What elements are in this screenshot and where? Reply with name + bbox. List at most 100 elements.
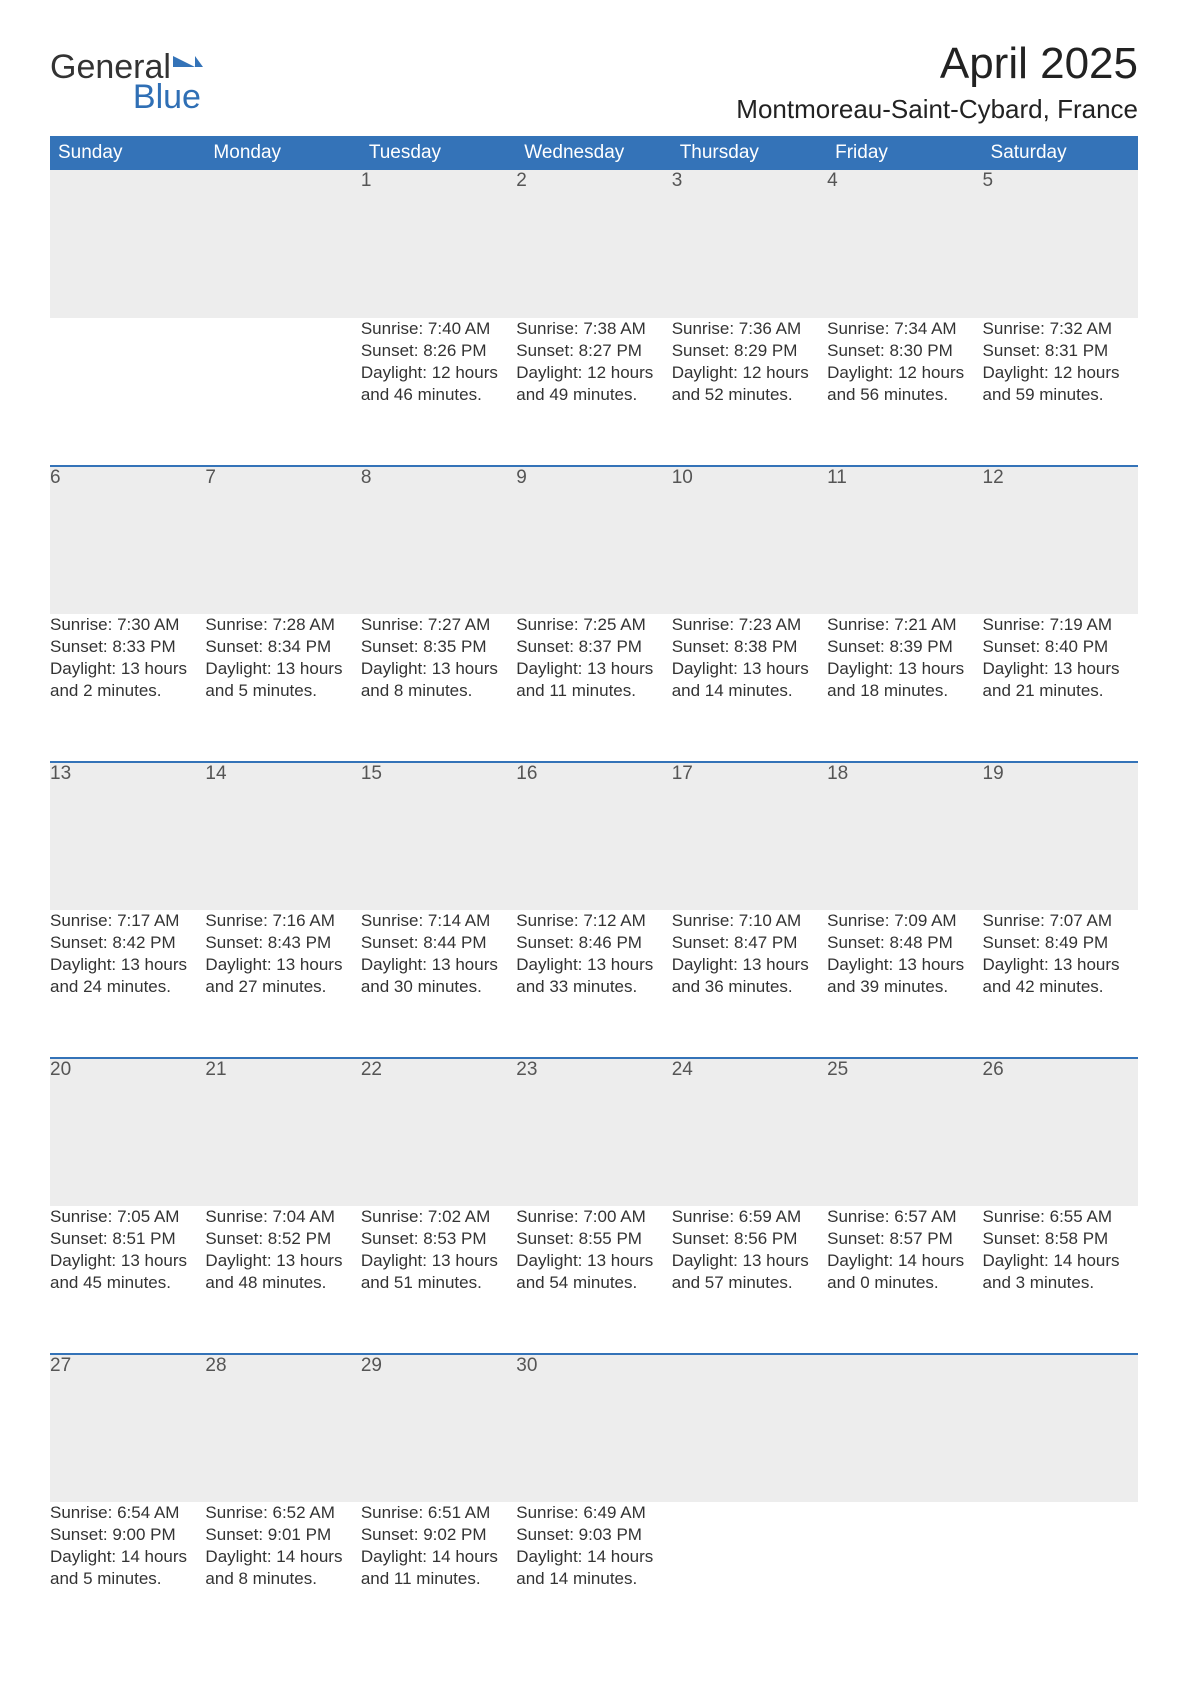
sunset-text: Sunset: 8:53 PM	[361, 1228, 516, 1250]
day-number-cell: 12	[983, 466, 1138, 614]
logo-text: General Blue	[50, 50, 203, 114]
day-number-cell: 15	[361, 762, 516, 910]
sunrise-text: Sunrise: 7:10 AM	[672, 910, 827, 932]
day-number-cell: 1	[361, 170, 516, 318]
daylight2-text: and 21 minutes.	[983, 680, 1138, 702]
day-number-cell: 28	[205, 1354, 360, 1502]
sunrise-text: Sunrise: 6:54 AM	[50, 1502, 205, 1524]
sunrise-text: Sunrise: 7:17 AM	[50, 910, 205, 932]
day-number: 17	[672, 763, 693, 784]
daynum-row: 13141516171819	[50, 762, 1138, 910]
day-number: 27	[50, 1355, 71, 1376]
day-content-cell: Sunrise: 7:25 AMSunset: 8:37 PMDaylight:…	[516, 614, 671, 762]
sunset-text: Sunset: 8:51 PM	[50, 1228, 205, 1250]
sunrise-text: Sunrise: 7:12 AM	[516, 910, 671, 932]
daylight1-text: Daylight: 13 hours	[205, 1250, 360, 1272]
sunset-text: Sunset: 8:47 PM	[672, 932, 827, 954]
day-number: 24	[672, 1059, 693, 1080]
day-content-cell: Sunrise: 7:07 AMSunset: 8:49 PMDaylight:…	[983, 910, 1138, 1058]
daylight1-text: Daylight: 13 hours	[516, 954, 671, 976]
daylight2-text: and 24 minutes.	[50, 976, 205, 998]
day-number: 11	[827, 467, 847, 488]
daylight1-text: Daylight: 14 hours	[50, 1546, 205, 1568]
daylight1-text: Daylight: 13 hours	[361, 1250, 516, 1272]
content-row: Sunrise: 7:30 AMSunset: 8:33 PMDaylight:…	[50, 614, 1138, 762]
day-number: 19	[983, 763, 1004, 784]
page: General Blue April 2025 Montmoreau-Saint…	[0, 0, 1188, 1700]
sunset-text: Sunset: 8:27 PM	[516, 340, 671, 362]
day-content-cell	[983, 1502, 1138, 1650]
daylight2-text: and 11 minutes.	[516, 680, 671, 702]
sunrise-text: Sunrise: 7:23 AM	[672, 614, 827, 636]
sunset-text: Sunset: 9:03 PM	[516, 1524, 671, 1546]
day-content-cell: Sunrise: 7:05 AMSunset: 8:51 PMDaylight:…	[50, 1206, 205, 1354]
day-number-cell: 9	[516, 466, 671, 614]
day-header: Saturday	[983, 136, 1138, 170]
sunset-text: Sunset: 8:38 PM	[672, 636, 827, 658]
sunrise-text: Sunrise: 7:05 AM	[50, 1206, 205, 1228]
day-number: 5	[983, 170, 994, 191]
day-number-cell: 11	[827, 466, 982, 614]
daylight1-text: Daylight: 13 hours	[672, 658, 827, 680]
content-row: Sunrise: 7:17 AMSunset: 8:42 PMDaylight:…	[50, 910, 1138, 1058]
day-number: 7	[205, 467, 216, 488]
sunrise-text: Sunrise: 7:14 AM	[361, 910, 516, 932]
day-number-cell: 5	[983, 170, 1138, 318]
daylight2-text: and 14 minutes.	[516, 1568, 671, 1590]
day-content-cell: Sunrise: 7:04 AMSunset: 8:52 PMDaylight:…	[205, 1206, 360, 1354]
daylight2-text: and 51 minutes.	[361, 1272, 516, 1294]
day-content-cell	[827, 1502, 982, 1650]
day-number: 1	[361, 170, 372, 191]
sunrise-text: Sunrise: 6:51 AM	[361, 1502, 516, 1524]
day-header: Thursday	[672, 136, 827, 170]
day-number-cell: 20	[50, 1058, 205, 1206]
daylight1-text: Daylight: 14 hours	[205, 1546, 360, 1568]
sunset-text: Sunset: 8:55 PM	[516, 1228, 671, 1250]
daylight2-text: and 18 minutes.	[827, 680, 982, 702]
day-content-cell: Sunrise: 7:02 AMSunset: 8:53 PMDaylight:…	[361, 1206, 516, 1354]
sunset-text: Sunset: 8:26 PM	[361, 340, 516, 362]
day-content-cell: Sunrise: 7:00 AMSunset: 8:55 PMDaylight:…	[516, 1206, 671, 1354]
day-number-cell: 3	[672, 170, 827, 318]
day-number-cell: 8	[361, 466, 516, 614]
sunrise-text: Sunrise: 6:55 AM	[983, 1206, 1138, 1228]
sunrise-text: Sunrise: 7:21 AM	[827, 614, 982, 636]
sunrise-text: Sunrise: 7:09 AM	[827, 910, 982, 932]
daylight2-text: and 52 minutes.	[672, 384, 827, 406]
calendar-table: Sunday Monday Tuesday Wednesday Thursday…	[50, 136, 1138, 1650]
day-number-cell: 13	[50, 762, 205, 910]
day-number: 14	[205, 763, 226, 784]
day-number: 4	[827, 170, 838, 191]
content-row: Sunrise: 7:40 AMSunset: 8:26 PMDaylight:…	[50, 318, 1138, 466]
daylight2-text: and 3 minutes.	[983, 1272, 1138, 1294]
sunset-text: Sunset: 8:35 PM	[361, 636, 516, 658]
sunset-text: Sunset: 8:57 PM	[827, 1228, 982, 1250]
day-content-cell: Sunrise: 7:12 AMSunset: 8:46 PMDaylight:…	[516, 910, 671, 1058]
day-content-cell: Sunrise: 6:55 AMSunset: 8:58 PMDaylight:…	[983, 1206, 1138, 1354]
daylight1-text: Daylight: 12 hours	[983, 362, 1138, 384]
sunset-text: Sunset: 8:30 PM	[827, 340, 982, 362]
sunrise-text: Sunrise: 6:49 AM	[516, 1502, 671, 1524]
sunrise-text: Sunrise: 7:28 AM	[205, 614, 360, 636]
day-content-cell: Sunrise: 6:59 AMSunset: 8:56 PMDaylight:…	[672, 1206, 827, 1354]
daylight2-text: and 8 minutes.	[361, 680, 516, 702]
daylight2-text: and 59 minutes.	[983, 384, 1138, 406]
day-content-cell: Sunrise: 7:21 AMSunset: 8:39 PMDaylight:…	[827, 614, 982, 762]
day-content-cell: Sunrise: 6:49 AMSunset: 9:03 PMDaylight:…	[516, 1502, 671, 1650]
day-number: 23	[516, 1059, 537, 1080]
daynum-row: 6789101112	[50, 466, 1138, 614]
daylight1-text: Daylight: 13 hours	[50, 1250, 205, 1272]
sunrise-text: Sunrise: 6:59 AM	[672, 1206, 827, 1228]
daylight1-text: Daylight: 14 hours	[516, 1546, 671, 1568]
sunset-text: Sunset: 8:48 PM	[827, 932, 982, 954]
day-header: Monday	[205, 136, 360, 170]
day-number: 8	[361, 467, 372, 488]
sunrise-text: Sunrise: 7:32 AM	[983, 318, 1138, 340]
day-number: 25	[827, 1059, 848, 1080]
day-number: 10	[672, 467, 693, 488]
day-content-cell: Sunrise: 6:54 AMSunset: 9:00 PMDaylight:…	[50, 1502, 205, 1650]
day-number-cell	[50, 170, 205, 318]
sunset-text: Sunset: 9:01 PM	[205, 1524, 360, 1546]
day-number: 9	[516, 467, 527, 488]
daylight2-text: and 27 minutes.	[205, 976, 360, 998]
